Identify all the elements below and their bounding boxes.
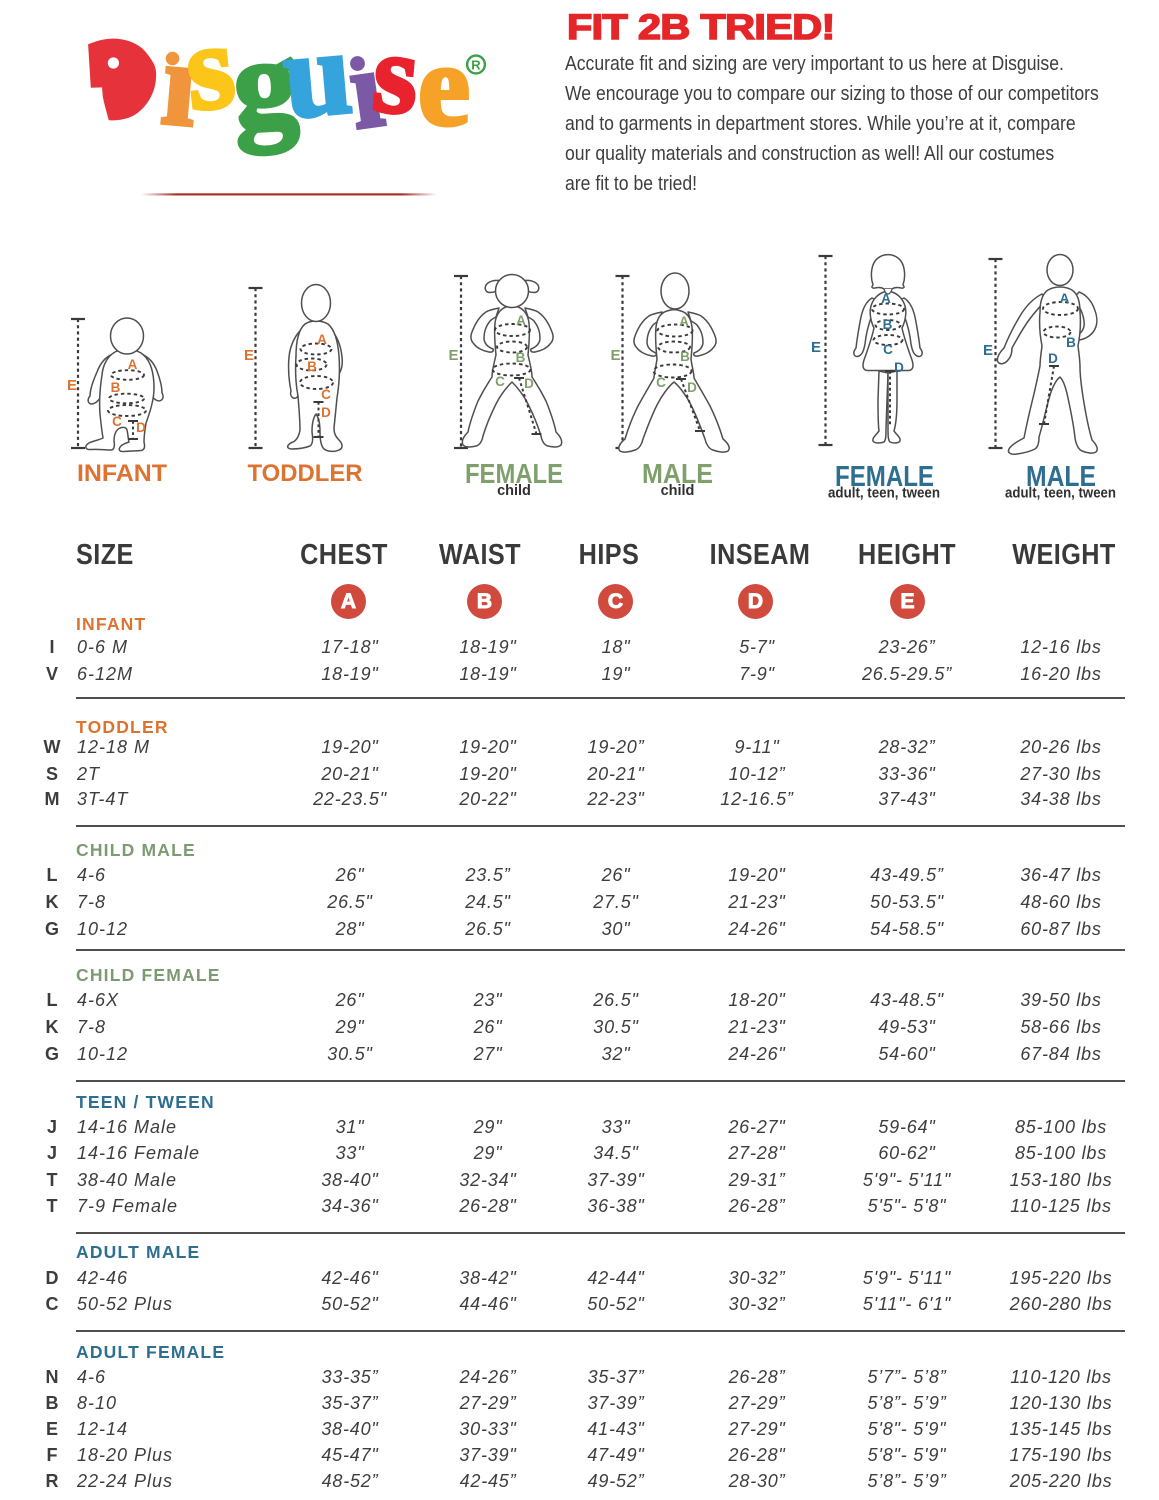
svg-text:g: g <box>229 25 300 155</box>
svg-text:B: B <box>1066 335 1076 350</box>
svg-text:C: C <box>495 374 505 389</box>
svg-text:A: A <box>679 314 689 329</box>
svg-text:D: D <box>524 376 534 391</box>
svg-text:B: B <box>680 349 690 364</box>
svg-text:MALE: MALE <box>642 458 713 489</box>
svg-text:adult, teen, tween: adult, teen, tween <box>828 485 940 501</box>
svg-text:D: D <box>321 405 331 420</box>
svg-text:E: E <box>610 347 620 364</box>
svg-text:R: R <box>471 58 481 73</box>
svg-text:s: s <box>369 25 424 139</box>
svg-text:D: D <box>894 360 904 375</box>
svg-text:C: C <box>656 375 666 390</box>
svg-text:E: E <box>244 347 254 364</box>
svg-text:u: u <box>278 25 356 143</box>
svg-text:A: A <box>317 332 327 347</box>
svg-text:C: C <box>883 342 893 357</box>
svg-text:C: C <box>112 414 122 429</box>
svg-text:B: B <box>883 317 893 332</box>
svg-text:A: A <box>516 313 526 328</box>
svg-text:B: B <box>307 359 317 374</box>
svg-text:FEMALE: FEMALE <box>835 461 934 493</box>
svg-text:E: E <box>983 342 993 359</box>
svg-text:E: E <box>448 347 458 364</box>
svg-text:D: D <box>687 380 697 395</box>
svg-text:B: B <box>516 350 526 365</box>
svg-text:FEMALE: FEMALE <box>465 458 563 489</box>
svg-text:INFANT: INFANT <box>77 460 167 487</box>
svg-text:e: e <box>418 25 470 151</box>
svg-text:MALE: MALE <box>1026 461 1096 493</box>
svg-text:D: D <box>136 420 146 435</box>
svg-text:TODDLER: TODDLER <box>248 460 363 487</box>
svg-text:E: E <box>811 339 821 356</box>
svg-text:child: child <box>497 483 531 499</box>
svg-text:E: E <box>67 377 77 394</box>
svg-text:A: A <box>1060 291 1070 306</box>
svg-text:C: C <box>321 387 331 402</box>
svg-text:D: D <box>1048 351 1058 366</box>
svg-text:A: A <box>128 357 138 372</box>
svg-text:adult, teen, tween: adult, teen, tween <box>1005 485 1116 501</box>
svg-text:B: B <box>111 380 121 395</box>
svg-text:A: A <box>881 291 891 306</box>
svg-text:child: child <box>661 483 695 499</box>
